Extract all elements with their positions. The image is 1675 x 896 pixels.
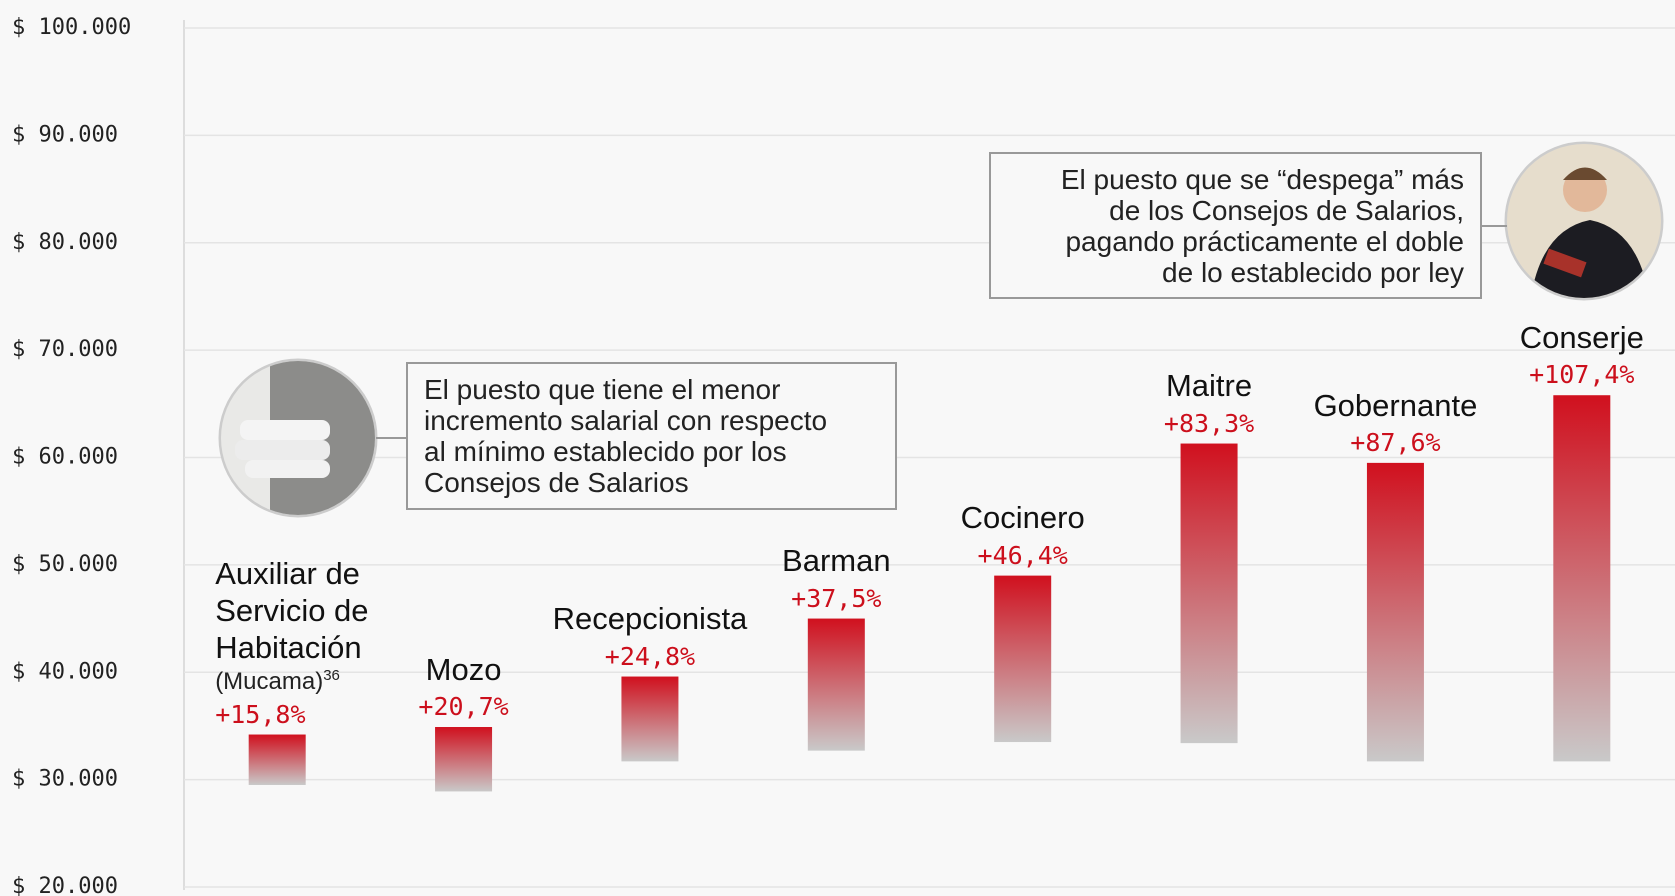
y-tick-label: $ 80.000 — [12, 230, 118, 255]
category-label: Maitre — [1165, 368, 1253, 404]
annotation-line: de los Consejos de Salarios, — [1109, 195, 1464, 226]
photo-concierge — [1504, 141, 1664, 301]
y-tick-label: $ 40.000 — [12, 659, 118, 684]
bar — [994, 575, 1052, 743]
bar-label: Auxiliar de Servicio de Habitación (Mucam… — [215, 555, 405, 729]
annotation-line: Consejos de Salarios — [424, 467, 689, 498]
category-note: (Mucama)36 — [215, 667, 340, 696]
footnote-ref: 36 — [323, 666, 340, 684]
note-text: (Mucama) — [215, 667, 324, 695]
bar-label: Gobernante +87,6% — [1314, 387, 1478, 457]
bar-label: Conserje +107,4% — [1520, 319, 1644, 389]
annotation-line: El puesto que se “despega” más — [1060, 164, 1464, 195]
change-label: +83,3% — [1163, 408, 1255, 438]
bar-label: Recepcionista +24,8% — [553, 600, 748, 670]
bar — [1553, 395, 1611, 762]
bar — [435, 727, 493, 792]
category-label: Conserje — [1519, 320, 1644, 356]
change-label: +46,4% — [977, 540, 1068, 570]
bar — [807, 618, 865, 751]
annotation-line: de lo establecido por ley — [1162, 257, 1464, 288]
bar — [248, 734, 306, 785]
bar — [621, 676, 679, 762]
y-tick-label: $ 60.000 — [12, 445, 118, 470]
category-label: Barman — [782, 543, 891, 579]
y-tick-label: $ 20.000 — [12, 874, 118, 896]
category-label: Recepcionista — [552, 601, 748, 637]
category-label: Mozo — [425, 651, 502, 687]
y-tick-label: $ 70.000 — [12, 337, 118, 362]
change-label: +24,8% — [604, 641, 696, 671]
category-label: Gobernante — [1313, 387, 1478, 423]
annotation-line: El puesto que tiene el menor — [424, 374, 781, 405]
change-label: +107,4% — [1529, 360, 1635, 390]
bar — [1180, 443, 1238, 744]
change-label: +87,6% — [1350, 427, 1441, 457]
category-label: Auxiliar de Servicio de Habitación — [215, 555, 369, 666]
annotation-box: El puesto que tiene el menor incremento s… — [406, 362, 897, 510]
category-label: Cocinero — [960, 500, 1085, 536]
bar-label: Cocinero +46,4% — [961, 499, 1085, 569]
annotation-line: pagando prácticamente el doble — [1065, 226, 1464, 257]
annotation-line: al mínimo establecido por los — [424, 436, 787, 467]
y-tick-label: $ 100.000 — [12, 15, 131, 40]
bar-label: Barman +37,5% — [782, 542, 891, 612]
y-tick-label: $ 90.000 — [12, 122, 118, 147]
annotation-line: incremento salarial con respecto — [424, 405, 828, 436]
bar — [1366, 462, 1424, 762]
y-tick-label: $ 30.000 — [12, 767, 118, 792]
change-label: +20,7% — [418, 692, 509, 722]
bar-label: Mozo +20,7% — [418, 651, 508, 721]
photo-maid — [218, 358, 378, 518]
y-tick-label: $ 50.000 — [12, 552, 118, 577]
annotation-box: El puesto que se “despega” más de los Con… — [989, 152, 1482, 299]
change-label: +15,8% — [215, 699, 306, 729]
change-label: +37,5% — [791, 583, 882, 613]
bar-label: Maitre +83,3% — [1164, 367, 1254, 437]
